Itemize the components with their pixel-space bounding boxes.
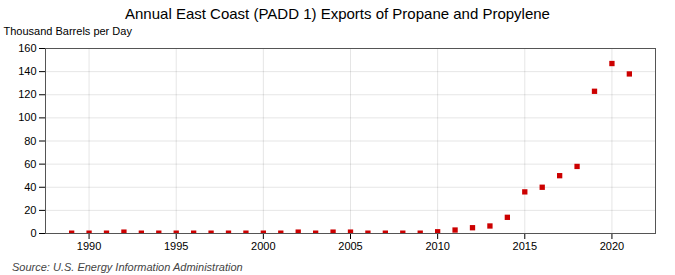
svg-text:2000: 2000 [251,240,275,252]
svg-text:80: 80 [24,135,36,147]
html-text:Source: U.S. Energy Informatio: Source: U.S. Energy Information Administ… [12,261,243,273]
svg-text:Thousand Barrels per Day: Thousand Barrels per Day [4,25,133,37]
svg-text:2010: 2010 [425,240,449,252]
svg-text:2020: 2020 [600,240,624,252]
svg-text:2015: 2015 [513,240,537,252]
html-text:Annual East Coast (PADD 1) Exp: Annual East Coast (PADD 1) Exports of Pr… [125,5,550,22]
svg-text:2005: 2005 [338,240,362,252]
svg-text:140: 140 [18,65,36,77]
svg-text:0: 0 [30,227,36,239]
svg-text:60: 60 [24,158,36,170]
svg-text:20: 20 [24,204,36,216]
svg-text:1990: 1990 [77,240,101,252]
svg-text:1995: 1995 [164,240,188,252]
svg-text:120: 120 [18,88,36,100]
svg-text:100: 100 [18,111,36,123]
svg-text:160: 160 [18,42,36,54]
svg-text:40: 40 [24,181,36,193]
